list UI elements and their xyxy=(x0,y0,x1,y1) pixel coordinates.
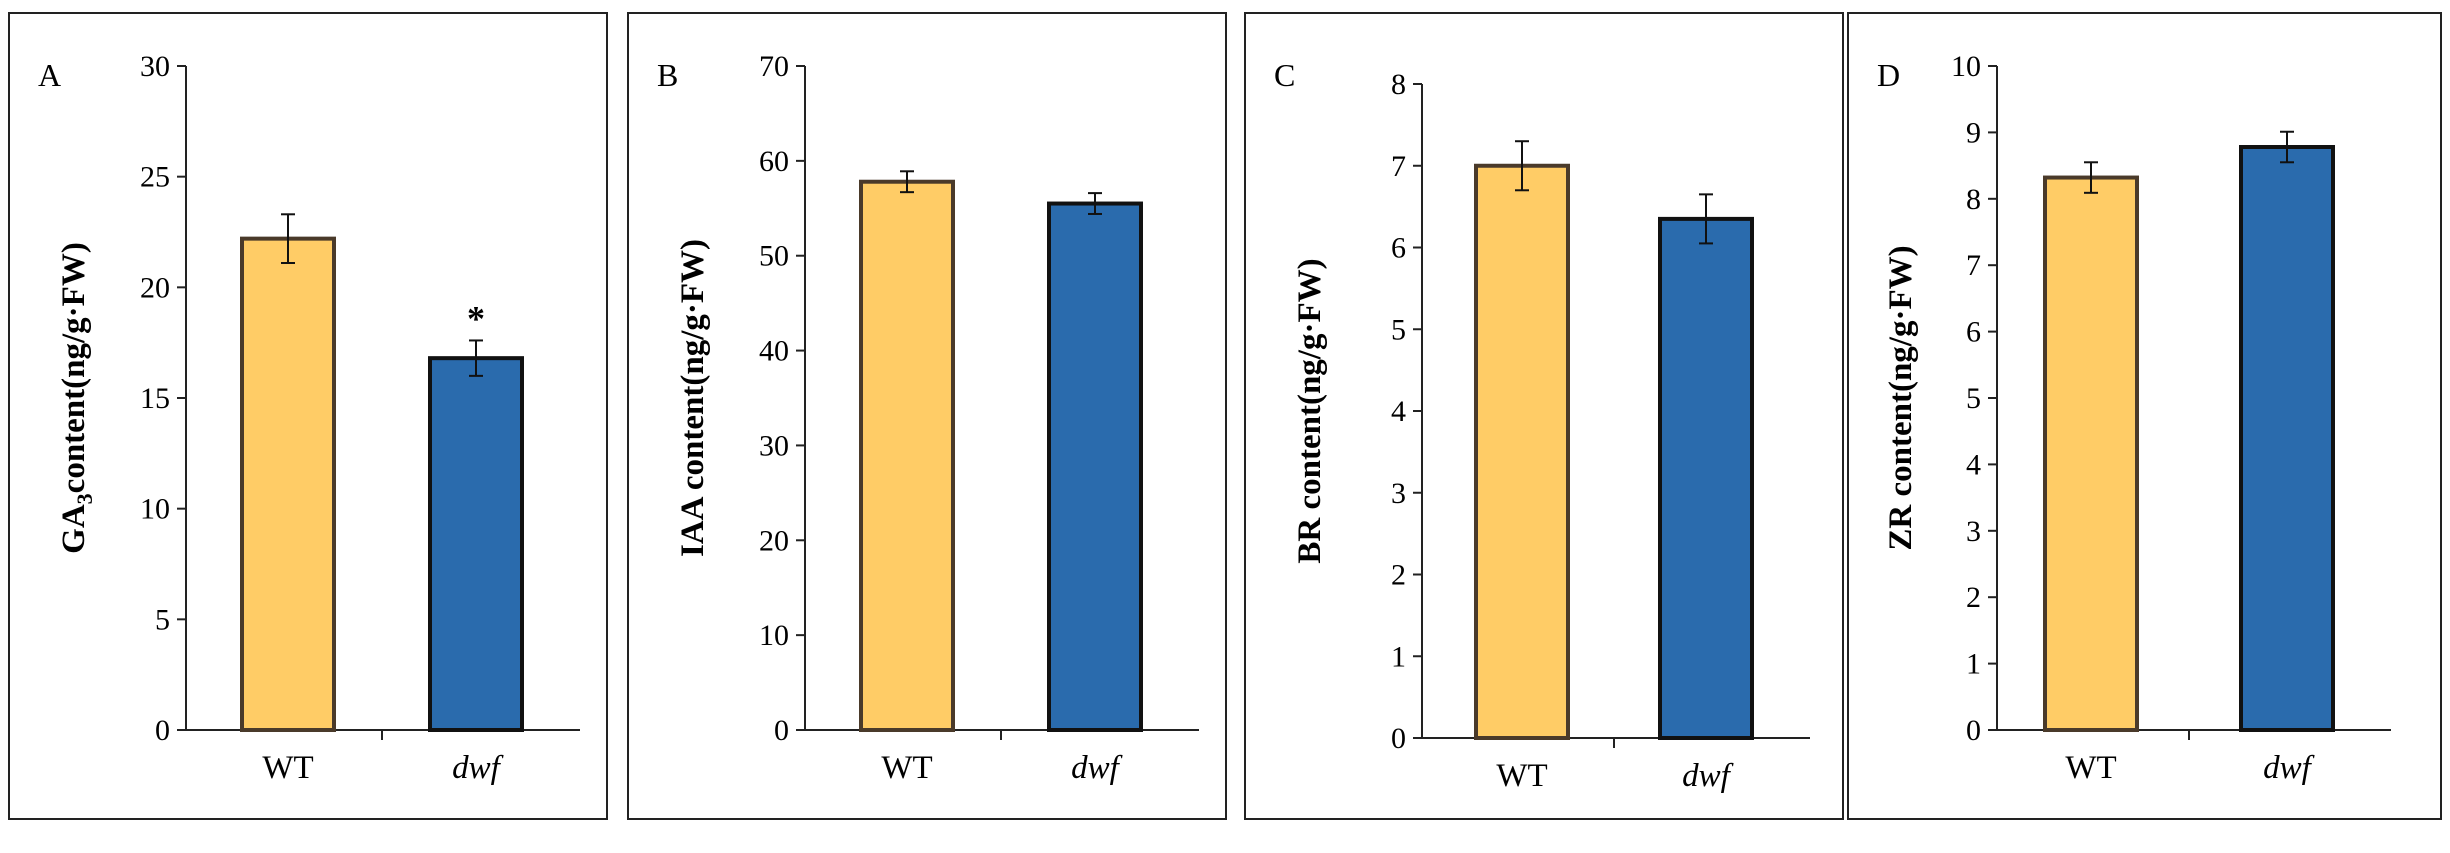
y-tick-label: 3 xyxy=(1966,515,1981,548)
y-tick-label: 30 xyxy=(759,429,789,462)
y-axis-label-subscript: 3 xyxy=(72,493,97,504)
y-tick-label: 6 xyxy=(1966,316,1981,349)
panel-letter-c: C xyxy=(1274,57,1295,93)
category-label-dwf: dwf xyxy=(1071,750,1123,786)
y-tick-label: 10 xyxy=(759,619,789,652)
category-label-wt: WT xyxy=(881,750,932,786)
y-tick-label: 2 xyxy=(1391,559,1406,592)
panel-letter-b: B xyxy=(657,57,678,93)
y-tick-label: 4 xyxy=(1966,448,1981,481)
bar-dwf xyxy=(1047,201,1143,733)
y-tick-label: 15 xyxy=(140,382,170,415)
y-tick-label: 5 xyxy=(1391,313,1406,346)
y-tick-label: 1 xyxy=(1966,648,1981,681)
category-label-dwf: dwf xyxy=(2263,750,2315,786)
y-tick-label: 4 xyxy=(1391,395,1406,428)
y-tick-label: 5 xyxy=(1966,382,1981,415)
significance-marker: * xyxy=(467,298,485,338)
bar-dwf xyxy=(428,356,524,732)
y-tick-label: 2 xyxy=(1966,581,1981,614)
y-tick-label: 5 xyxy=(155,603,170,636)
y-tick-label: 0 xyxy=(1391,722,1406,755)
y-tick-label: 25 xyxy=(140,161,170,194)
chart-panel-d: D 0 1 2 3 4 5 6 7 8 9 10 ZR content(ng/g·FW) WT dwf xyxy=(1847,12,2442,820)
y-tick-label: 10 xyxy=(140,493,170,526)
y-tick-label: 40 xyxy=(759,335,789,368)
bar-wt xyxy=(859,179,955,732)
y-tick-label: 0 xyxy=(155,714,170,747)
chart-d-svg: D 0 1 2 3 4 5 6 7 8 9 10 ZR content(ng/g·FW) WT dwf xyxy=(1877,50,2391,786)
bar-wt xyxy=(2043,175,2139,732)
category-label-dwf: dwf xyxy=(1682,758,1734,794)
y-tick-label: 3 xyxy=(1391,477,1406,510)
y-tick-label: 20 xyxy=(759,524,789,557)
y-tick-label: 50 xyxy=(759,240,789,273)
bar-dwf xyxy=(2239,145,2335,732)
y-axis-label: ZR content(ng/g·FW) xyxy=(1883,245,1919,550)
category-label-wt: WT xyxy=(262,750,313,786)
y-axis-label-main: BR content(ng/g·FW) xyxy=(1292,258,1328,563)
y-tick-label: 8 xyxy=(1966,183,1981,216)
bar-wt xyxy=(240,236,336,732)
y-axis-label: BR content(ng/g·FW) xyxy=(1292,258,1328,563)
y-tick-label: 0 xyxy=(1966,714,1981,747)
panel-letter-a: A xyxy=(38,57,61,93)
y-tick-label: 30 xyxy=(140,50,170,83)
y-tick-label: 1 xyxy=(1391,640,1406,673)
category-label-wt: WT xyxy=(1496,758,1547,794)
bar-dwf xyxy=(1658,216,1754,740)
chart-panel-a: A 0 5 10 15 20 25 30 GA3content(ng/g·FW) WT * dwf xyxy=(8,12,608,820)
chart-panel-c: C 0 1 2 3 4 5 6 7 8 BR content(ng/g·FW) WT dwf xyxy=(1244,12,1844,820)
chart-a-svg: A 0 5 10 15 20 25 30 GA3content(ng/g·FW) WT * dwf xyxy=(38,50,580,786)
panel-letter-d: D xyxy=(1877,57,1900,93)
y-tick-label: 20 xyxy=(140,271,170,304)
category-label-dwf: dwf xyxy=(452,750,504,786)
y-tick-label: 7 xyxy=(1966,249,1981,282)
y-axis-label-main: ZR content(ng/g·FW) xyxy=(1883,245,1919,550)
y-axis-label-rest: content(ng/g·FW) xyxy=(56,242,92,493)
y-axis-label-main: IAA content(ng/g·FW) xyxy=(675,239,711,557)
chart-b-svg: B 0 10 20 30 40 50 60 70 IAA content(ng/g·FW) WT dw… xyxy=(657,50,1199,786)
chart-panel-b: B 0 10 20 30 40 50 60 70 IAA content(ng/g·FW) WT dw… xyxy=(627,12,1227,820)
y-tick-label: 7 xyxy=(1391,150,1406,183)
bar-wt xyxy=(1474,163,1570,740)
y-tick-label: 6 xyxy=(1391,232,1406,265)
y-axis-label-main: GA xyxy=(56,504,92,554)
chart-c-svg: C 0 1 2 3 4 5 6 7 8 BR content(ng/g·FW) WT dwf xyxy=(1274,57,1810,794)
y-tick-label: 60 xyxy=(759,145,789,178)
y-axis-label: IAA content(ng/g·FW) xyxy=(675,239,711,557)
y-axis-label: GA3content(ng/g·FW) xyxy=(56,242,97,554)
y-tick-label: 10 xyxy=(1951,50,1981,83)
category-label-wt: WT xyxy=(2065,750,2116,786)
y-tick-label: 0 xyxy=(774,714,789,747)
y-tick-label: 70 xyxy=(759,50,789,83)
y-tick-label: 9 xyxy=(1966,116,1981,149)
y-tick-label: 8 xyxy=(1391,68,1406,101)
